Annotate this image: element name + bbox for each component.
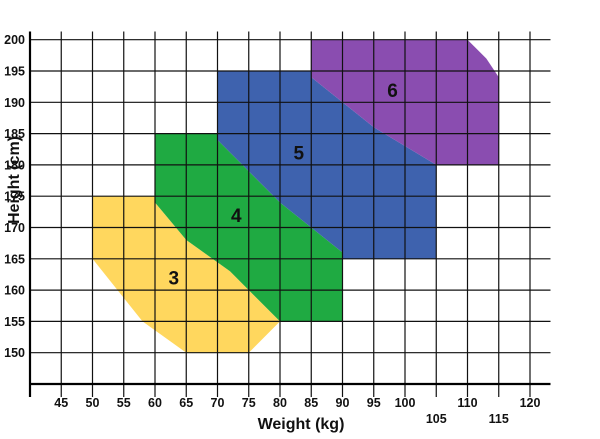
- x-tick-label-110: 110: [457, 396, 477, 410]
- y-tick-label-150: 150: [4, 346, 25, 360]
- tick-labels-layer: 45 50 55 60 65 70 75 80 85 90 95 100105110115120150…: [4, 33, 540, 426]
- y-tick-label-160: 160: [4, 284, 25, 298]
- x-tick-label-105: 105: [426, 412, 447, 426]
- zone-6-label: 6: [387, 81, 398, 102]
- y-tick-label-170: 170: [4, 221, 25, 235]
- zone-labels-layer: 3 4 5 6: [168, 81, 397, 290]
- y-tick-label-190: 190: [4, 96, 25, 110]
- x-tick-label-65: 65: [179, 396, 193, 410]
- y-tick-label-200: 200: [4, 33, 25, 47]
- axes-layer: [28, 31, 551, 397]
- y-tick-label-195: 195: [4, 65, 25, 79]
- x-tick-label-45: 45: [54, 396, 68, 410]
- y-tick-label-175: 175: [4, 190, 25, 204]
- x-tick-label-80: 80: [273, 396, 287, 410]
- x-tick-label-100: 100: [395, 396, 416, 410]
- x-tick-label-85: 85: [304, 396, 318, 410]
- y-axis-title: Height (cm): [6, 136, 23, 224]
- x-tick-label-55: 55: [117, 396, 131, 410]
- x-tick-label-70: 70: [211, 396, 225, 410]
- zone-5-label: 5: [293, 143, 304, 164]
- x-tick-label-50: 50: [86, 396, 100, 410]
- y-tick-label-155: 155: [4, 315, 25, 329]
- x-tick-label-75: 75: [242, 396, 256, 410]
- y-tick-label-185: 185: [4, 127, 25, 141]
- x-tick-label-90: 90: [336, 396, 350, 410]
- x-tick-label-95: 95: [367, 396, 381, 410]
- x-tick-label-60: 60: [148, 396, 162, 410]
- y-tick-label-165: 165: [4, 252, 25, 266]
- x-axis-title: Weight (kg): [258, 416, 345, 433]
- x-tick-label-120: 120: [520, 396, 541, 410]
- y-tick-label-180: 180: [4, 158, 25, 172]
- zone-3-label: 3: [168, 269, 179, 290]
- zone-4-label: 4: [231, 206, 242, 227]
- x-tick-label-115: 115: [489, 412, 509, 426]
- grid-layer: [30, 31, 551, 397]
